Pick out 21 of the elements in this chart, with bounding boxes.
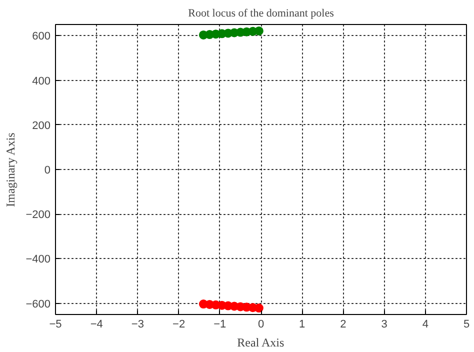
y-tick-label: 400 [32, 75, 51, 88]
x-tick-label: 2 [340, 318, 346, 330]
y-tick-label: −200 [26, 209, 51, 222]
x-tick-label: −5 [49, 318, 62, 330]
x-tick-label: 5 [463, 318, 470, 330]
chart-title: Root locus of the dominant poles [188, 8, 334, 20]
y-tick-label: 200 [32, 120, 51, 132]
x-axis-title: Real Axis [237, 336, 284, 350]
x-tick-label: 4 [422, 318, 428, 330]
x-tick-label: −4 [90, 318, 103, 330]
x-tick-label: 1 [299, 318, 306, 330]
y-tick-label: −400 [26, 254, 51, 266]
x-tick-label: −2 [172, 318, 186, 330]
x-tick-label: 0 [258, 318, 264, 330]
y-tick-label: −600 [26, 298, 51, 310]
x-tick-label: −3 [131, 318, 144, 330]
x-tick-label: −1 [214, 318, 226, 330]
y-axis-title: Imaginary Axis [4, 132, 18, 207]
y-tick-label: 0 [44, 164, 51, 176]
y-tick-label: 600 [32, 30, 51, 43]
x-tick-label: 3 [381, 318, 388, 330]
